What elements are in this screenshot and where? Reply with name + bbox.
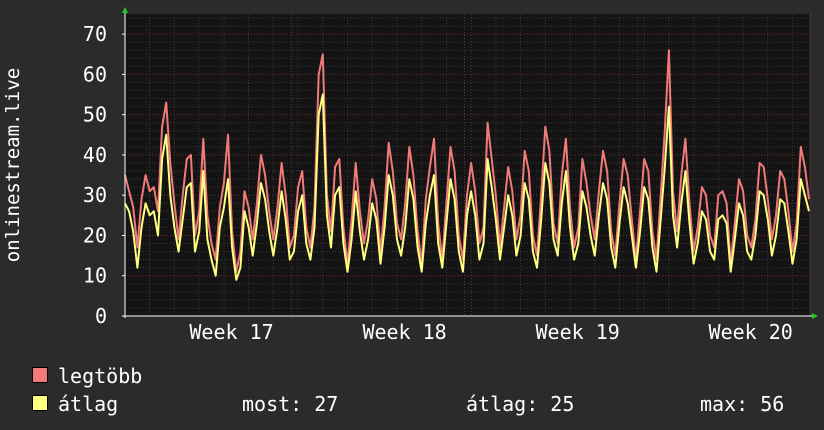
series-lines — [124, 49, 810, 281]
avg-stat: átlag: 25 — [466, 390, 574, 418]
y-tick-label: 70 — [83, 22, 107, 46]
max-stat-value: 56 — [760, 392, 785, 416]
max-series-line — [124, 49, 810, 273]
y-tick-label: 0 — [95, 304, 107, 328]
y-axis-label: onlinestream.live — [2, 68, 24, 262]
now-stat-value: 27 — [314, 392, 339, 416]
max-series-swatch — [32, 367, 48, 383]
y-tick-label: 10 — [83, 264, 107, 288]
avg-stat-label: átlag: — [466, 392, 539, 416]
y-tick-label: 50 — [83, 103, 107, 127]
y-tick-label: 20 — [83, 223, 107, 247]
y-axis-arrow-icon — [122, 7, 128, 13]
plot-canvas — [125, 14, 809, 316]
now-stat-label: most: — [242, 392, 303, 416]
x-tick-label: Week 20 — [709, 320, 793, 344]
y-tick-label: 60 — [83, 62, 107, 86]
legend: legtöbb átlag most: 27 átlag: 25 max: 56 — [30, 362, 810, 418]
avg-series-label: átlag — [58, 392, 119, 416]
max-stat-label: max: — [700, 392, 749, 416]
x-axis-ticks: Week 17 Week 18 Week 19 Week 20 — [189, 320, 792, 344]
max-series-label: legtöbb — [58, 364, 143, 388]
now-stat: most: 27 — [242, 390, 338, 418]
legend-row-max: legtöbb — [30, 362, 810, 390]
y-tick-label: 40 — [83, 143, 107, 167]
x-tick-label: Week 18 — [362, 320, 446, 344]
y-tick-label: 30 — [83, 183, 107, 207]
avg-series-swatch — [32, 395, 48, 411]
legend-row-avg: átlag most: 27 átlag: 25 max: 56 — [30, 390, 810, 418]
y-axis-ticks: 0 10 20 30 40 50 60 70 — [83, 22, 125, 328]
x-tick-label: Week 19 — [536, 320, 620, 344]
x-axis-arrow-icon — [812, 313, 818, 319]
avg-series-line — [124, 93, 810, 281]
x-tick-label: Week 17 — [189, 320, 273, 344]
avg-stat-value: 25 — [550, 392, 575, 416]
max-stat: max: 56 — [700, 390, 784, 418]
